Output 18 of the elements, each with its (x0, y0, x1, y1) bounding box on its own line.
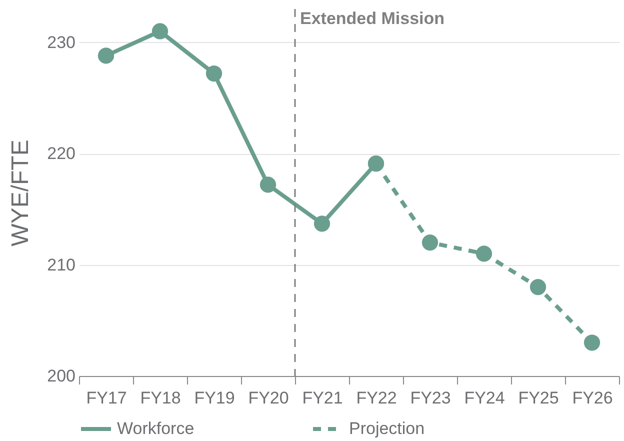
y-axis-title: WYE/FTE (7, 140, 34, 246)
x-tick-label: FY22 (356, 388, 397, 408)
x-tick-label: FY20 (248, 388, 289, 408)
y-tick-label: 230 (47, 32, 76, 52)
x-tick-label: FY25 (518, 388, 559, 408)
x-tick-label: FY24 (464, 388, 505, 408)
x-tick-label: FY21 (302, 388, 343, 408)
legend-label: Projection (349, 419, 425, 438)
y-tick-label: 220 (47, 144, 76, 164)
x-tick-label: FY23 (410, 388, 451, 408)
ref-line-label: Extended Mission (300, 9, 445, 28)
x-tick-label: FY19 (194, 388, 235, 408)
x-tick-label: FY17 (86, 388, 127, 408)
x-tick-label: FY18 (140, 388, 181, 408)
y-tick-label: 200 (47, 366, 76, 386)
x-tick-label: FY26 (572, 388, 613, 408)
y-tick-label: 210 (47, 255, 76, 274)
legend-label: Workforce (117, 419, 194, 438)
